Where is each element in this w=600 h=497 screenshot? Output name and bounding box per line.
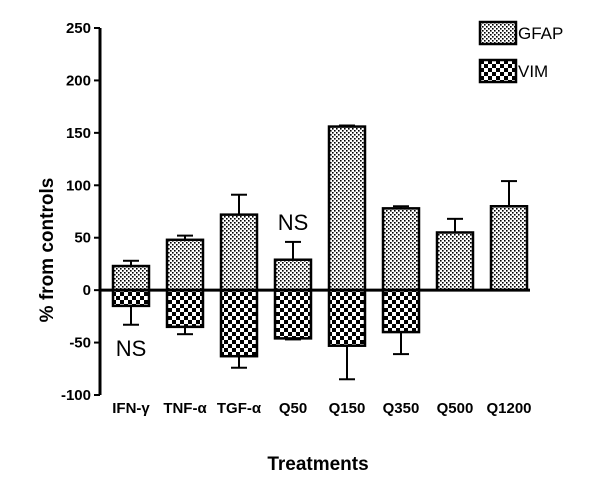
annotation-ns: NS: [278, 210, 309, 235]
y-tick-label: 200: [66, 72, 91, 89]
y-tick-label: 0: [83, 282, 91, 299]
bar-gfap-7: [489, 205, 529, 292]
x-tick-label: Q50: [279, 400, 307, 417]
x-tick-label: TNF-α: [163, 400, 207, 417]
legend: GFAP VIM: [478, 20, 563, 84]
x-tick-label: TGF-α: [217, 400, 262, 417]
bar-gfap-5: [381, 207, 421, 292]
legend-label-gfap: GFAP: [518, 24, 563, 43]
y-tick-label: -50: [69, 335, 91, 352]
y-tick-label: -100: [61, 387, 91, 404]
bar-vim-4: [327, 288, 367, 347]
x-tick-label: Q350: [383, 400, 420, 417]
y-tick-label: 100: [66, 177, 91, 194]
x-axis: IFN-γ TNF-α TGF-α Q50 Q150 Q350 Q500 Q1200: [100, 288, 532, 417]
bar-vim-1: [165, 288, 205, 329]
y-axis-title: % from controls: [37, 178, 58, 323]
bar-gfap-4: [327, 125, 367, 292]
y-tick-label: 50: [74, 230, 91, 247]
annotation-ns: NS: [116, 336, 147, 361]
bar-vim-0: [111, 288, 151, 308]
bar-gfap-2: [219, 213, 259, 292]
x-tick-label: Q150: [329, 400, 366, 417]
bars-layer: [111, 124, 529, 381]
x-tick-label: IFN-γ: [112, 400, 150, 417]
legend-swatch-gfap: [478, 20, 518, 46]
annotations-layer: NS NS: [116, 210, 309, 361]
legend-label-vim: VIM: [518, 62, 548, 81]
x-tick-label: Q500: [437, 400, 474, 417]
x-axis-title: Treatments: [267, 454, 368, 475]
bar-gfap-6: [435, 231, 475, 292]
bar-gfap-0: [111, 264, 151, 292]
x-tick-label: Q1200: [486, 400, 531, 417]
bar-gfap-3: [273, 258, 313, 292]
y-axis: -100 -50 0 50 100 150 200 250: [61, 20, 102, 404]
bar-vim-3: [273, 288, 313, 340]
bar-vim-2: [219, 288, 259, 358]
y-tick-label: 250: [66, 20, 91, 37]
y-tick-label: 150: [66, 125, 91, 142]
bar-vim-5: [381, 288, 421, 334]
bar-gfap-1: [165, 238, 205, 292]
legend-swatch-vim: [478, 58, 518, 84]
